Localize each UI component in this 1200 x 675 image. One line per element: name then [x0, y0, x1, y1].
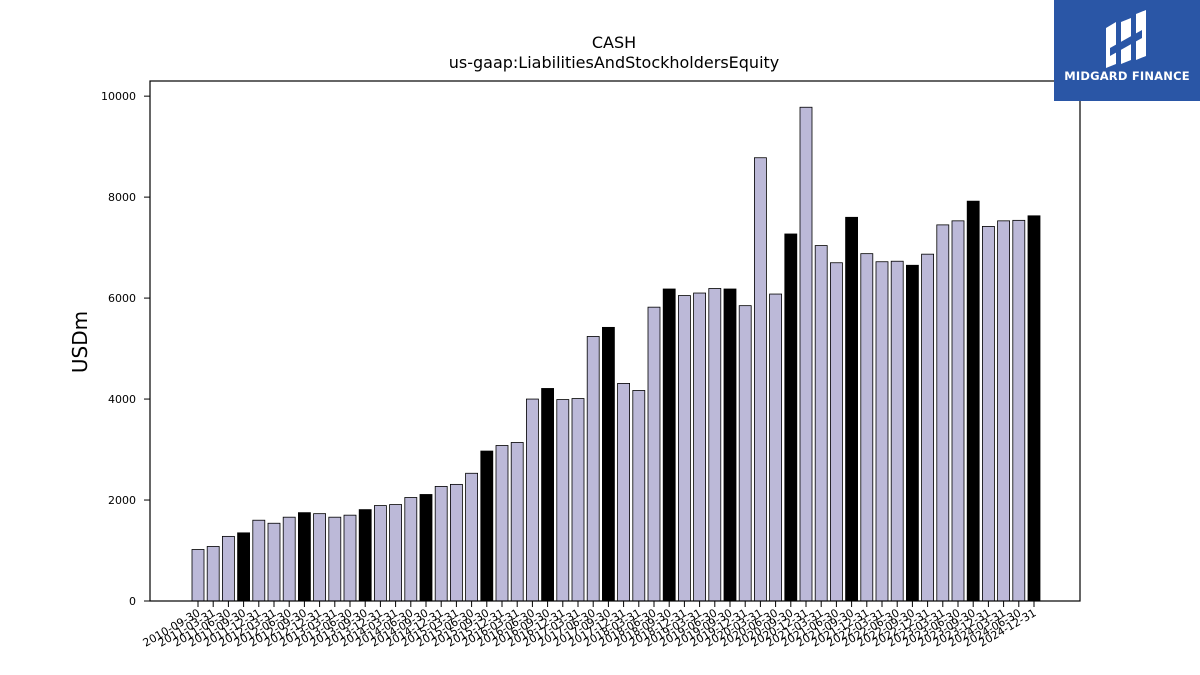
bar-2021-06-30	[830, 262, 843, 602]
chart-subtitle: us-gaap:LiabilitiesAndStockholdersEquity	[449, 53, 780, 72]
y-tick-label-8000: 8000	[108, 191, 136, 204]
bar-2018-12-31	[678, 295, 691, 602]
bar-2022-12-31	[921, 253, 934, 602]
bar-2023-12-31	[982, 225, 995, 602]
bar-2020-09-30	[784, 233, 798, 602]
bar-2016-03-31	[510, 442, 524, 602]
bar-2021-03-31	[814, 245, 828, 602]
bar-2018-03-31	[632, 390, 646, 602]
bar-2024-06-30	[1012, 219, 1026, 602]
bar-2013-03-31	[328, 516, 342, 602]
bar-2023-06-30	[951, 220, 965, 602]
bars-group	[191, 106, 1041, 602]
bar-2017-12-31	[617, 383, 630, 602]
y-tick-label-10000: 10000	[101, 90, 136, 103]
bar-2024-12-31	[1027, 215, 1041, 602]
bar-2013-09-30	[358, 509, 372, 602]
bar-2015-06-30	[465, 472, 479, 602]
bar-2012-12-31	[313, 513, 327, 602]
bar-2020-03-31	[754, 157, 767, 602]
logo-text: MIDGARD FINANCE	[1064, 69, 1190, 83]
midgard-finance-logo: MIDGARD FINANCE	[1054, 0, 1200, 101]
bar-2019-09-30	[723, 288, 737, 602]
chart-title: CASH	[592, 33, 636, 52]
bar-2017-09-30	[602, 326, 615, 602]
bar-2013-12-31	[373, 505, 387, 602]
bar-2016-12-31	[556, 399, 570, 602]
bar-2011-12-31	[252, 519, 266, 602]
bar-2010-09-30	[191, 549, 205, 602]
bar-2022-03-31	[875, 261, 889, 602]
plot-frame	[149, 80, 1081, 602]
y-axis: 0 2000 4000 6000 8000 10000	[101, 90, 150, 608]
bar-2013-06-30	[343, 514, 357, 602]
bar-2014-12-31	[434, 485, 448, 602]
bar-2014-06-30	[404, 497, 418, 602]
bar-2017-03-31	[571, 398, 585, 602]
bar-2015-03-31	[449, 483, 463, 602]
bar-2011-03-31	[206, 546, 220, 602]
bar-2019-12-31	[738, 305, 752, 602]
x-axis: 2010-09-302011-03-312011-06-302011-09-30…	[141, 601, 1039, 650]
y-tick-label-0: 0	[129, 595, 136, 608]
logo-mark-icon	[1106, 10, 1146, 68]
y-axis-label: USDm	[68, 311, 92, 373]
bar-2014-09-30	[419, 494, 433, 602]
bar-2014-03-31	[389, 504, 403, 602]
bar-2011-09-30	[237, 532, 251, 602]
bar-2016-06-30	[526, 398, 539, 602]
bar-2021-12-31	[860, 253, 874, 602]
bar-2015-12-31	[495, 445, 509, 602]
bar-2012-09-30	[297, 512, 311, 602]
y-tick-label-6000: 6000	[108, 292, 136, 305]
bar-2019-03-31	[693, 292, 706, 602]
bar-2020-06-30	[769, 293, 782, 602]
bar-2015-09-30	[480, 450, 494, 602]
bar-2022-06-30	[890, 260, 904, 602]
bar-2016-09-30	[541, 388, 554, 602]
bar-2020-12-31	[799, 106, 813, 602]
bar-2018-06-30	[647, 306, 661, 602]
bar-2019-06-30	[708, 288, 722, 602]
y-tick-label-2000: 2000	[108, 494, 136, 507]
y-tick-label-4000: 4000	[108, 393, 136, 406]
bar-2023-03-31	[936, 224, 950, 602]
bar-2011-06-30	[221, 535, 235, 602]
bar-2021-09-30	[845, 216, 858, 602]
bar-2017-06-30	[586, 336, 600, 602]
bar-2023-09-30	[966, 200, 980, 602]
bar-2024-03-31	[997, 220, 1010, 602]
bar-2018-09-30	[662, 288, 676, 602]
bar-2022-09-30	[906, 264, 919, 602]
bar-2012-06-30	[282, 516, 296, 602]
bar-2012-03-31	[267, 522, 281, 602]
